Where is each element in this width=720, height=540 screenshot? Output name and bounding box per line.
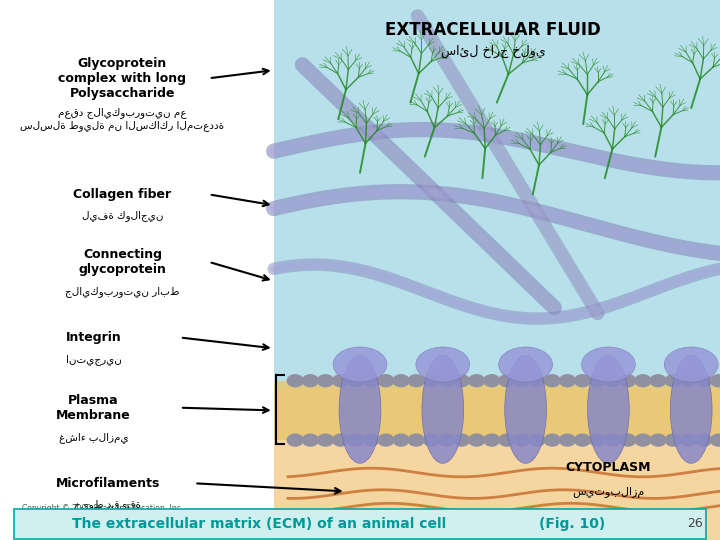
Text: 26: 26 <box>687 517 703 530</box>
Text: (Fig. 10): (Fig. 10) <box>539 517 606 531</box>
Text: سيتوبلازم: سيتوبلازم <box>572 487 644 498</box>
Circle shape <box>333 375 348 387</box>
Circle shape <box>318 375 333 387</box>
Circle shape <box>544 375 560 387</box>
Ellipse shape <box>422 355 464 463</box>
Text: EXTRACELLULAR FLUID: EXTRACELLULAR FLUID <box>385 21 601 39</box>
Circle shape <box>393 434 409 446</box>
Circle shape <box>287 434 303 446</box>
Circle shape <box>650 434 666 446</box>
Circle shape <box>590 375 606 387</box>
Circle shape <box>635 434 651 446</box>
Text: انتيجرين: انتيجرين <box>66 354 122 364</box>
Circle shape <box>363 375 379 387</box>
Circle shape <box>438 375 454 387</box>
Circle shape <box>514 434 530 446</box>
Circle shape <box>529 434 545 446</box>
Circle shape <box>711 375 720 387</box>
Ellipse shape <box>498 347 553 382</box>
Text: Glycoprotein
complex with long
Polysaccharide: Glycoprotein complex with long Polysacch… <box>58 57 186 100</box>
Bar <box>274 381 720 440</box>
Text: سائل خارج خلوي: سائل خارج خلوي <box>441 45 546 58</box>
Text: معقد جلايكوبروتين مع
سلسلة طويلة من السكاكر المتعددة: معقد جلايكوبروتين مع سلسلة طويلة من السك… <box>20 107 225 131</box>
FancyBboxPatch shape <box>14 509 706 539</box>
Circle shape <box>499 434 515 446</box>
Circle shape <box>635 375 651 387</box>
Bar <box>274 0 720 389</box>
Circle shape <box>469 375 485 387</box>
Circle shape <box>469 434 485 446</box>
Text: The extracellular matrix (ECM) of an animal cell: The extracellular matrix (ECM) of an ani… <box>72 517 446 531</box>
Text: خيوط دقيقة: خيوط دقيقة <box>74 500 142 510</box>
Circle shape <box>605 375 621 387</box>
Circle shape <box>348 375 364 387</box>
Circle shape <box>287 375 303 387</box>
Text: Microfilaments: Microfilaments <box>56 477 160 490</box>
Circle shape <box>559 375 575 387</box>
Circle shape <box>665 434 681 446</box>
Circle shape <box>454 375 469 387</box>
Circle shape <box>302 375 318 387</box>
Ellipse shape <box>333 347 387 382</box>
Text: Plasma
Membrane: Plasma Membrane <box>56 394 131 422</box>
Circle shape <box>393 375 409 387</box>
Circle shape <box>650 375 666 387</box>
Circle shape <box>696 434 711 446</box>
Ellipse shape <box>505 355 546 463</box>
Circle shape <box>318 434 333 446</box>
Text: ليفة كولاجين: ليفة كولاجين <box>81 211 163 221</box>
Circle shape <box>620 434 636 446</box>
Circle shape <box>529 375 545 387</box>
Circle shape <box>559 434 575 446</box>
Circle shape <box>333 434 348 446</box>
Ellipse shape <box>664 347 718 382</box>
Circle shape <box>484 434 500 446</box>
Circle shape <box>680 375 696 387</box>
Circle shape <box>514 375 530 387</box>
Circle shape <box>484 375 500 387</box>
Text: غشاء بلازمي: غشاء بلازمي <box>59 432 128 443</box>
Circle shape <box>605 434 621 446</box>
Circle shape <box>438 434 454 446</box>
Text: Connecting
glycoprotein: Connecting glycoprotein <box>78 248 166 276</box>
Circle shape <box>499 375 515 387</box>
Circle shape <box>620 375 636 387</box>
Circle shape <box>454 434 469 446</box>
Circle shape <box>408 434 424 446</box>
Text: Integrin: Integrin <box>66 331 122 344</box>
Bar <box>274 389 720 540</box>
Ellipse shape <box>582 347 635 382</box>
Text: Collagen fiber: Collagen fiber <box>73 188 171 201</box>
Circle shape <box>378 375 394 387</box>
Ellipse shape <box>416 347 470 382</box>
Circle shape <box>544 434 560 446</box>
Circle shape <box>590 434 606 446</box>
Circle shape <box>680 434 696 446</box>
Circle shape <box>711 434 720 446</box>
Ellipse shape <box>339 355 381 463</box>
Text: CYTOPLASM: CYTOPLASM <box>566 461 651 474</box>
Circle shape <box>363 434 379 446</box>
Circle shape <box>575 434 590 446</box>
Text: Copyright © 2009 Pearson Education, Inc.: Copyright © 2009 Pearson Education, Inc. <box>22 504 183 513</box>
Text: جلايكوبروتين رابط: جلايكوبروتين رابط <box>65 286 180 297</box>
Circle shape <box>423 434 439 446</box>
Circle shape <box>575 375 590 387</box>
Circle shape <box>696 375 711 387</box>
Ellipse shape <box>588 355 629 463</box>
Circle shape <box>378 434 394 446</box>
Circle shape <box>348 434 364 446</box>
Circle shape <box>423 375 439 387</box>
Circle shape <box>408 375 424 387</box>
Ellipse shape <box>670 355 712 463</box>
Circle shape <box>302 434 318 446</box>
Circle shape <box>665 375 681 387</box>
